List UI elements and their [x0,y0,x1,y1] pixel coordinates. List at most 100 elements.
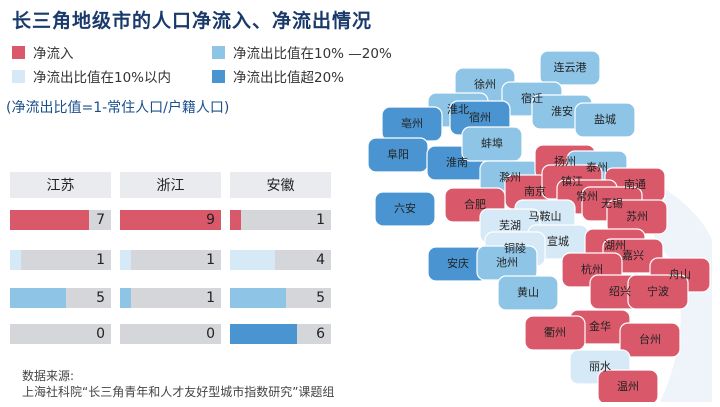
city-label: 阜阳 [387,148,409,161]
value-label: 4 [316,252,325,268]
city-label: 淮安 [551,104,573,118]
city-label: 宿迁 [521,91,543,105]
city-region [597,369,659,402]
city-label: 金华 [589,319,611,333]
table-cell: 1 [230,210,331,230]
city-label: 亳州 [401,116,423,130]
city-label: 蚌埠 [481,136,503,150]
city-label: 盐城 [594,113,616,126]
legend-swatch-out-over-20 [212,69,225,83]
ratio-note: (净流出比值=1-常住人口/户籍人口) [6,100,230,116]
city-label: 滁州 [499,170,521,184]
table-cell: 0 [120,324,221,344]
legend-item-out-over-20: 净流出比值超20% [212,66,344,86]
city-label: 徐州 [474,77,496,91]
city-label: 六安 [394,201,416,215]
city-region [627,274,689,310]
table-cell: 5 [230,288,331,308]
value-label: 9 [206,212,215,228]
city-label: 宣城 [547,234,569,248]
value-label: 1 [316,212,325,228]
value-bar [120,250,131,270]
city-label: 杭州 [581,262,603,276]
city-label: 衢州 [544,326,566,339]
table-column: 浙江 9 1 1 0 [120,172,221,344]
table-cell: 9 [120,210,221,230]
sea-area [610,160,712,402]
city-label: 南京 [524,184,546,198]
city-label: 苏州 [626,210,648,223]
city-label: 常州 [576,190,598,203]
legend-swatch-out-10-20 [212,45,225,59]
value-bar [10,288,66,308]
value-label: 6 [316,326,325,342]
value-bar [230,288,286,308]
value-bar [120,288,131,308]
city-region [497,275,559,311]
source-text: 上海社科院“长三角青年和人才友好型城市指数研究”课题组 [22,385,335,399]
value-label: 1 [206,290,215,306]
city-region [619,322,681,358]
city-label: 南通 [624,178,646,191]
table-cell: 1 [120,250,221,270]
value-bar [230,324,297,344]
legend-swatch-out-under-10 [12,69,25,83]
city-region [539,50,601,86]
legend-item-out-10-20: 净流出比值在10% —20% [212,42,392,62]
city-label: 安庆 [447,256,469,270]
city-label: 舟山 [669,267,691,281]
province-header: 安徽 [230,172,331,198]
legend-item-out-under-10: 净流出比值在10%以内 [12,66,171,86]
city-label: 扬州 [554,154,576,168]
table-cell: 1 [120,288,221,308]
value-label: 7 [96,212,105,228]
value-label: 0 [206,326,215,342]
value-label: 1 [96,252,105,268]
table-cell: 0 [10,324,111,344]
city-label: 镇江 [561,174,583,188]
value-bar [10,210,89,230]
city-label: 泰州 [586,160,608,174]
city-label: 台州 [639,332,661,346]
chart-title: 长三角地级市的人口净流入、净流出情况 [12,10,373,32]
city-label: 湖州 [604,239,626,252]
city-label: 丽水 [589,360,611,373]
city-label: 淮南 [446,156,468,169]
value-bar [10,250,21,270]
value-bar [120,210,221,230]
city-label: 绍兴 [609,284,631,298]
city-label: 合肥 [464,197,486,211]
city-label: 宁波 [647,284,669,298]
value-label: 1 [206,252,215,268]
province-header: 江苏 [10,172,111,198]
table-cell: 7 [10,210,111,230]
city-label: 铜陵 [504,241,526,255]
value-label: 0 [96,326,105,342]
city-label: 马鞍山 [529,209,562,223]
data-source: 数据来源: 上海社科院“长三角青年和人才友好型城市指数研究”课题组 [22,368,334,400]
city-label: 温州 [617,380,639,393]
legend-label-out-over-20: 净流出比值超20% [233,70,345,86]
table-cell: 1 [10,250,111,270]
city-region [374,191,436,227]
legend-item-inflow: 净流入 [12,42,74,62]
province-header: 浙江 [120,172,221,198]
value-label: 5 [316,290,325,306]
city-label: 黄山 [517,285,539,299]
table-cell: 4 [230,250,331,270]
city-region [524,315,586,351]
value-bar [230,210,241,230]
city-label: 嘉兴 [622,248,644,262]
table-column: 江苏 7 1 5 0 [10,172,111,344]
city-label: 池州 [496,256,518,269]
source-label: 数据来源: [22,369,75,383]
legend-label-out-under-10: 净流出比值在10%以内 [33,70,172,86]
map-land [610,160,712,402]
value-label: 5 [96,290,105,306]
province-table: 江苏 7 1 5 0 浙江 9 1 1 0 安徽 1 4 5 6 [10,172,332,357]
city-region [574,102,636,138]
city-label: 宿州 [469,110,491,124]
table-cell: 5 [10,288,111,308]
table-cell: 6 [230,324,331,344]
